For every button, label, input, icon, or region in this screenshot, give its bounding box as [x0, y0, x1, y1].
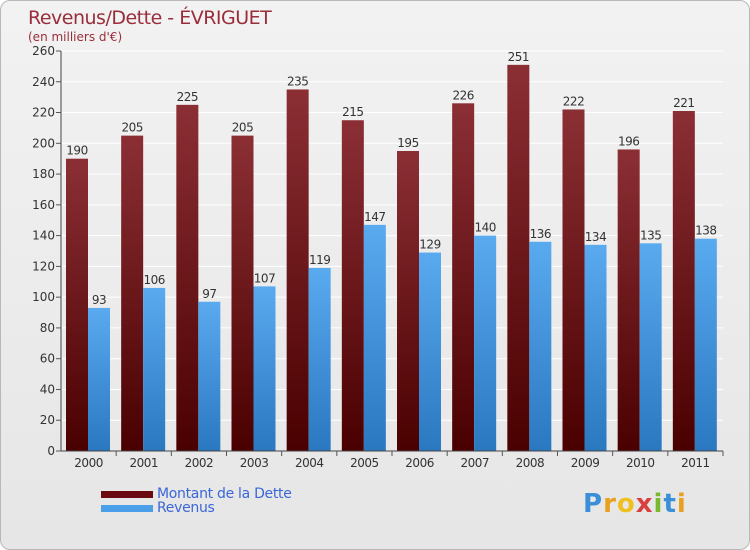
revenue-bar	[694, 238, 717, 451]
revenue-bar	[529, 241, 552, 451]
x-tick-label: 2008	[516, 456, 545, 470]
y-tick-label: 80	[40, 321, 55, 335]
revenue-value-label: 129	[419, 238, 440, 252]
y-tick-label: 220	[32, 106, 55, 120]
logo-letter: i	[653, 489, 664, 519]
y-tick-label: 180	[32, 167, 55, 181]
revenue-value-label: 93	[92, 293, 106, 307]
chart-subtitle: (en milliers d'€)	[28, 30, 123, 44]
revenue-bar	[88, 307, 110, 451]
debt-value-label: 195	[397, 136, 418, 150]
logo-letter: P	[583, 489, 604, 519]
revenue-bar	[198, 301, 221, 451]
revenue-value-label: 147	[364, 210, 385, 224]
revenue-bar	[143, 287, 166, 451]
y-tick-label: 100	[32, 290, 55, 304]
bars: 190 93 205 106 225 97 205 107 235 119 215 147 195 129…	[66, 50, 717, 452]
debt-bar	[66, 158, 88, 451]
revenue-bar	[474, 235, 497, 451]
y-tick-label: 140	[32, 229, 55, 243]
revenue-bar	[584, 244, 607, 451]
debt-value-label: 196	[618, 134, 639, 148]
debt-bar	[672, 111, 695, 451]
y-tick-label: 0	[47, 444, 55, 458]
x-tick-label: 2004	[295, 456, 324, 470]
revenue-value-label: 119	[309, 253, 330, 267]
revenue-value-label: 138	[695, 224, 716, 238]
y-tick-label: 40	[40, 382, 55, 396]
debt-bar	[617, 149, 640, 451]
y-tick-label: 200	[32, 136, 55, 150]
legend-swatch-revenue	[101, 505, 153, 512]
logo-letter: r	[603, 489, 617, 519]
y-tick-label: 20	[40, 413, 55, 427]
y-tick-label: 260	[32, 44, 55, 58]
legend-swatch-debt	[101, 491, 153, 498]
debt-bar	[397, 151, 419, 451]
revenue-value-label: 107	[254, 271, 275, 285]
x-tick-label: 2003	[240, 456, 269, 470]
debt-value-label: 251	[508, 50, 529, 64]
legend-label-revenue: Revenus	[157, 500, 215, 516]
x-tick-label: 2001	[129, 456, 158, 470]
debt-value-label: 215	[342, 105, 363, 119]
debt-value-label: 221	[673, 96, 694, 110]
revenue-bar	[419, 252, 441, 451]
x-tick-label: 2006	[405, 456, 434, 470]
revenue-value-label: 106	[143, 273, 164, 287]
axes: 0 20 40 60 80 100 120 140 160 180 200 220 240 260 2000…	[32, 44, 724, 470]
revenue-value-label: 134	[585, 230, 606, 244]
revenue-value-label: 135	[640, 228, 661, 242]
debt-bar	[231, 135, 254, 451]
revenue-bar	[308, 267, 331, 451]
grid-lines	[61, 50, 723, 452]
debt-bar	[507, 64, 530, 451]
x-tick-label: 2009	[571, 456, 600, 470]
y-tick-label: 240	[32, 75, 55, 89]
debt-bar	[562, 109, 585, 451]
revenue-bar	[639, 243, 662, 451]
revenue-value-label: 140	[474, 221, 495, 235]
debt-value-label: 190	[66, 144, 87, 158]
logo-letter: t	[663, 489, 677, 519]
y-tick-label: 120	[32, 259, 55, 273]
y-tick-label: 60	[40, 352, 55, 366]
debt-bar	[121, 135, 144, 451]
chart-title: Revenus/Dette - ÉVRIGUET	[28, 7, 272, 29]
debt-value-label: 226	[452, 88, 473, 102]
x-tick-label: 2011	[681, 456, 710, 470]
debt-bar	[452, 103, 475, 452]
revenue-value-label: 97	[202, 287, 216, 301]
y-tick-label: 160	[32, 198, 55, 212]
debt-value-label: 235	[287, 74, 308, 88]
debt-value-label: 205	[232, 121, 253, 135]
logo-letter: o	[616, 489, 636, 519]
debt-bar	[286, 89, 309, 451]
x-tick-label: 2007	[460, 456, 489, 470]
debt-bar	[341, 120, 364, 451]
x-tick-label: 2000	[74, 456, 103, 470]
logo-letter: i	[676, 489, 687, 519]
x-tick-label: 2010	[626, 456, 655, 470]
revenue-bar	[253, 286, 276, 451]
proxiti-logo: Proxiti	[583, 489, 687, 519]
revenue-value-label: 136	[530, 227, 551, 241]
legend-label-debt: Montant de la Dette	[157, 486, 292, 502]
debt-value-label: 222	[563, 94, 584, 108]
revenue-bar	[363, 224, 386, 451]
debt-value-label: 225	[177, 90, 198, 104]
debt-bar	[176, 104, 199, 451]
x-tick-label: 2005	[350, 456, 379, 470]
x-tick-label: 2002	[185, 456, 214, 470]
debt-value-label: 205	[121, 121, 142, 135]
logo-letter: x	[635, 489, 654, 519]
